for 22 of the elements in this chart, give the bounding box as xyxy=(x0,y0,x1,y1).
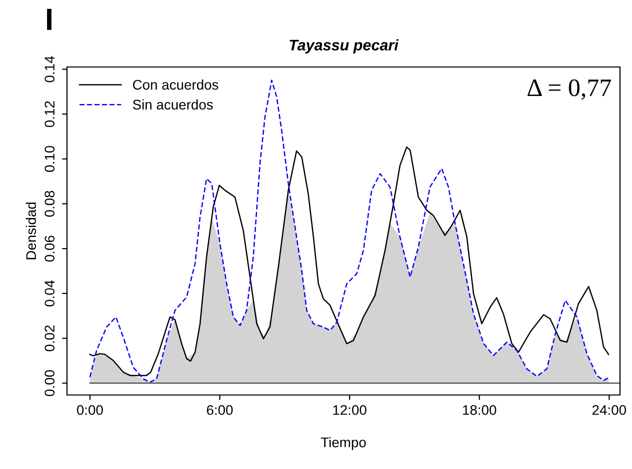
y-tick-label: 0.00 xyxy=(44,370,55,396)
annotation: Δ = 0,77 xyxy=(528,79,611,100)
x-tick-label: 0:00 xyxy=(76,405,103,415)
legend-label: Sin acuerdos xyxy=(132,99,213,110)
y-tick-label: 0.12 xyxy=(44,101,55,128)
x-tick-label: 12:00 xyxy=(333,405,366,415)
legend-label: Con acuerdos xyxy=(132,80,218,90)
x-axis-title: Tiempo xyxy=(320,437,366,450)
y-tick-label: 0.14 xyxy=(44,56,55,82)
y-tick-label: 0.04 xyxy=(44,280,55,306)
y-tick-label: 0.02 xyxy=(44,325,55,352)
y-tick-label: 0.06 xyxy=(44,236,55,262)
chart-title: Tayassu pecari xyxy=(290,39,399,54)
line-series xyxy=(89,80,610,383)
x-tick-label: 24:00 xyxy=(592,405,626,415)
line-series xyxy=(89,146,610,376)
y-tick-label: 0.10 xyxy=(44,146,55,172)
x-tick-label: 18:00 xyxy=(463,405,496,415)
x-tick-label: 6:00 xyxy=(206,405,233,415)
y-tick-label: 0.08 xyxy=(44,190,55,217)
text: I xyxy=(47,8,52,30)
y-axis-title: Densidad xyxy=(26,202,36,260)
